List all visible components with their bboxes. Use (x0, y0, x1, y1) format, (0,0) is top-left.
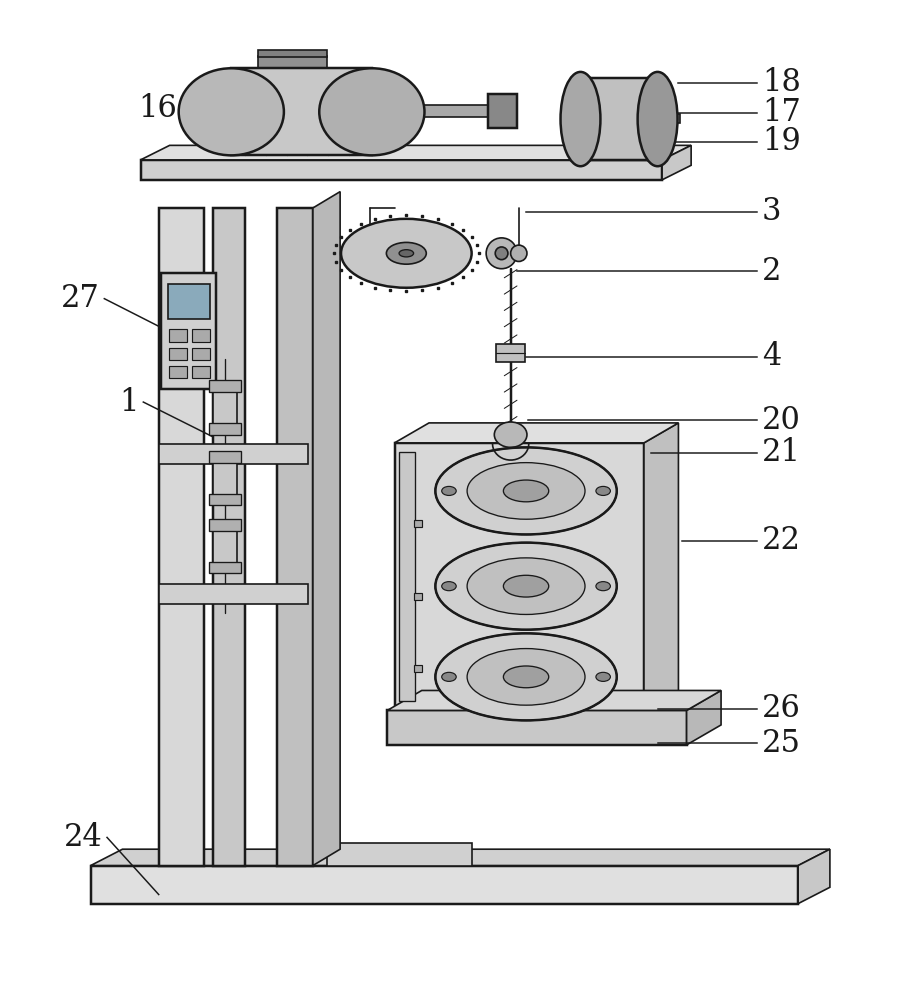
Bar (169, 348, 187, 360)
Bar (192, 348, 210, 360)
Bar (231, 68, 372, 155)
Ellipse shape (399, 250, 414, 257)
Ellipse shape (503, 480, 549, 502)
Text: 25: 25 (762, 728, 801, 759)
Polygon shape (662, 145, 691, 180)
Bar (159, 444, 308, 464)
Ellipse shape (503, 666, 549, 688)
Ellipse shape (435, 543, 617, 630)
Text: 26: 26 (762, 693, 801, 724)
Ellipse shape (467, 649, 585, 705)
Bar (209, 494, 241, 505)
Ellipse shape (638, 72, 678, 166)
Bar (209, 380, 241, 392)
Ellipse shape (486, 238, 517, 269)
Bar (258, 50, 327, 57)
Bar (658, 114, 680, 123)
Bar (414, 665, 422, 672)
Bar (192, 329, 210, 342)
Ellipse shape (495, 247, 508, 260)
Ellipse shape (442, 486, 456, 495)
Ellipse shape (435, 447, 617, 534)
Text: 22: 22 (762, 525, 801, 556)
Bar (209, 451, 241, 463)
Ellipse shape (386, 242, 426, 264)
Text: 4: 4 (762, 341, 781, 372)
Bar (161, 273, 216, 389)
Text: 18: 18 (762, 67, 801, 98)
Bar (496, 344, 525, 362)
Bar (327, 843, 472, 866)
Bar (141, 160, 662, 180)
Bar (258, 56, 327, 74)
Bar (168, 284, 210, 319)
Text: 17: 17 (762, 97, 801, 128)
Bar (414, 593, 422, 600)
Bar (387, 710, 687, 745)
Text: 2: 2 (762, 256, 781, 287)
Ellipse shape (596, 486, 610, 495)
Ellipse shape (596, 582, 610, 591)
Bar (414, 520, 422, 527)
Ellipse shape (442, 582, 456, 591)
Ellipse shape (467, 558, 585, 614)
Ellipse shape (511, 245, 527, 261)
Bar (192, 366, 210, 378)
Bar (169, 366, 187, 378)
Bar (213, 456, 237, 500)
Text: 3: 3 (762, 196, 781, 227)
Ellipse shape (319, 68, 424, 155)
Bar (169, 329, 187, 342)
Bar (209, 519, 241, 531)
Ellipse shape (179, 68, 284, 155)
Bar (488, 94, 517, 128)
Bar (91, 866, 798, 904)
Ellipse shape (494, 422, 527, 447)
Bar (213, 386, 237, 429)
Ellipse shape (561, 72, 600, 166)
Bar (372, 105, 490, 117)
Polygon shape (644, 423, 678, 710)
Bar (209, 423, 241, 435)
Ellipse shape (341, 219, 472, 288)
Bar (209, 562, 241, 573)
Bar (580, 78, 658, 160)
Text: 1: 1 (120, 387, 139, 418)
Polygon shape (395, 423, 678, 443)
Bar (213, 524, 237, 568)
Bar (395, 443, 644, 710)
Bar (277, 208, 313, 866)
Polygon shape (687, 690, 721, 745)
Ellipse shape (596, 672, 610, 681)
Ellipse shape (467, 463, 585, 519)
Ellipse shape (503, 575, 549, 597)
Bar (213, 208, 245, 866)
Bar (159, 208, 204, 866)
Bar (370, 242, 397, 269)
Polygon shape (798, 849, 830, 904)
Bar (399, 452, 415, 701)
Ellipse shape (435, 633, 617, 720)
Text: 20: 20 (762, 405, 801, 436)
Text: 16: 16 (138, 93, 177, 124)
Text: 24: 24 (63, 822, 102, 853)
Bar (159, 584, 308, 604)
Polygon shape (91, 849, 830, 866)
Text: 19: 19 (762, 126, 801, 157)
Ellipse shape (442, 672, 456, 681)
Text: 27: 27 (61, 283, 100, 314)
Polygon shape (387, 690, 721, 710)
Polygon shape (313, 192, 340, 866)
Polygon shape (141, 145, 691, 160)
Text: 21: 21 (762, 437, 801, 468)
